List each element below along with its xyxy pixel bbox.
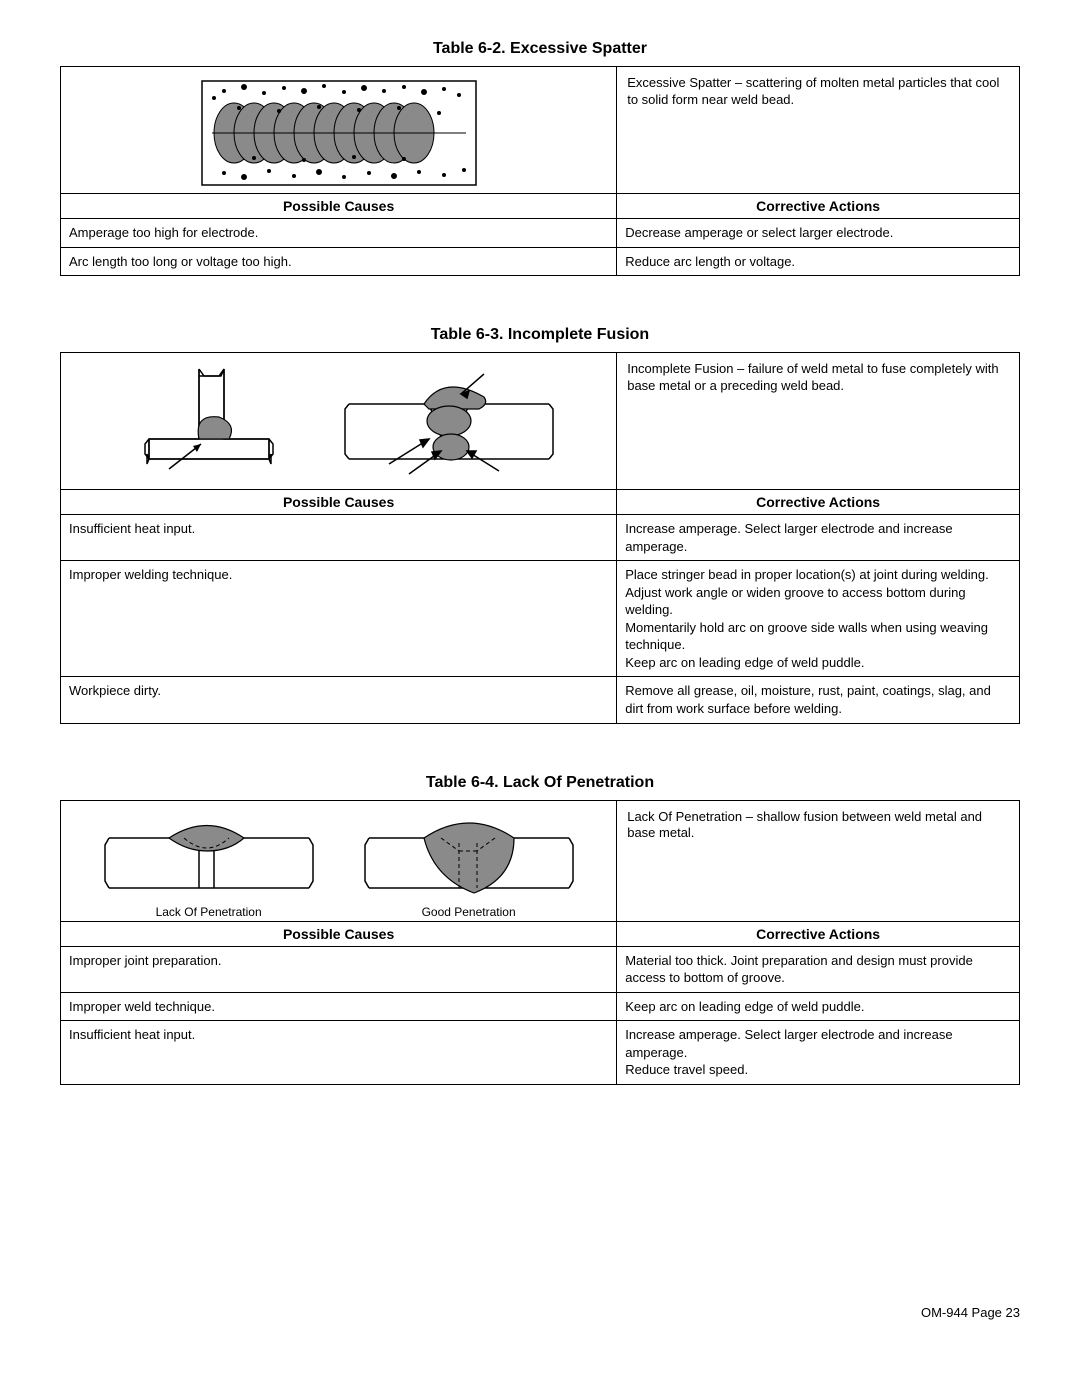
table-6-2: Excessive Spatter – scattering of molten… — [60, 66, 1020, 276]
table-row: Insufficient heat input. Increase ampera… — [61, 1021, 1020, 1085]
table-6-3: Incomplete Fusion – failure of weld meta… — [60, 352, 1020, 723]
col-actions-header: Corrective Actions — [617, 194, 1020, 219]
table-row: Arc length too long or voltage too high.… — [61, 247, 1020, 276]
cause-cell: Workpiece dirty. — [61, 677, 617, 723]
section-lack-penetration: Table 6-4. Lack Of Penetration — [60, 774, 1020, 1085]
action-cell: Remove all grease, oil, moisture, rust, … — [617, 677, 1020, 723]
action-cell: Decrease amperage or select larger elect… — [617, 219, 1020, 248]
table-title: Table 6-4. Lack Of Penetration — [60, 774, 1020, 792]
table-row: Amperage too high for electrode. Decreas… — [61, 219, 1020, 248]
lack-penetration-figure: Lack Of Penetration — [99, 813, 319, 919]
col-causes-header: Possible Causes — [61, 194, 617, 219]
cause-cell: Arc length too long or voltage too high. — [61, 247, 617, 276]
action-cell: Material too thick. Joint preparation an… — [617, 946, 1020, 992]
col-causes-header: Possible Causes — [61, 921, 617, 946]
caption-right: Good Penetration — [359, 905, 579, 919]
cause-cell: Improper joint preparation. — [61, 946, 617, 992]
section-incomplete-fusion: Table 6-3. Incomplete Fusion — [60, 326, 1020, 723]
action-cell: Place stringer bead in proper location(s… — [617, 561, 1020, 677]
col-causes-header: Possible Causes — [61, 490, 617, 515]
cause-cell: Insufficient heat input. — [61, 515, 617, 561]
diagram-cell — [61, 353, 617, 490]
action-cell: Keep arc on leading edge of weld puddle. — [617, 992, 1020, 1021]
diagram-cell: Lack Of Penetration — [61, 800, 617, 921]
fusion-diagram — [89, 359, 589, 489]
table-title: Table 6-3. Incomplete Fusion — [60, 326, 1020, 344]
table-title: Table 6-2. Excessive Spatter — [60, 40, 1020, 58]
spatter-diagram — [184, 73, 494, 193]
section-excessive-spatter: Table 6-2. Excessive Spatter — [60, 40, 1020, 276]
cause-cell: Insufficient heat input. — [61, 1021, 617, 1085]
caption-left: Lack Of Penetration — [99, 905, 319, 919]
description-cell: Incomplete Fusion – failure of weld meta… — [617, 353, 1020, 490]
action-cell: Increase amperage. Select larger electro… — [617, 515, 1020, 561]
action-cell: Reduce arc length or voltage. — [617, 247, 1020, 276]
col-actions-header: Corrective Actions — [617, 490, 1020, 515]
table-row: Improper weld technique. Keep arc on lea… — [61, 992, 1020, 1021]
table-6-4: Lack Of Penetration — [60, 800, 1020, 1085]
table-row: Improper joint preparation. Material too… — [61, 946, 1020, 992]
good-penetration-figure: Good Penetration — [359, 813, 579, 919]
col-actions-header: Corrective Actions — [617, 921, 1020, 946]
cause-cell: Amperage too high for electrode. — [61, 219, 617, 248]
page-number: OM-944 Page 23 — [60, 1305, 1020, 1320]
table-row: Insufficient heat input. Increase ampera… — [61, 515, 1020, 561]
description-cell: Lack Of Penetration – shallow fusion bet… — [617, 800, 1020, 921]
table-row: Improper welding technique. Place string… — [61, 561, 1020, 677]
cause-cell: Improper welding technique. — [61, 561, 617, 677]
description-cell: Excessive Spatter – scattering of molten… — [617, 67, 1020, 194]
cause-cell: Improper weld technique. — [61, 992, 617, 1021]
action-cell: Increase amperage. Select larger electro… — [617, 1021, 1020, 1085]
diagram-cell — [61, 67, 617, 194]
table-row: Workpiece dirty. Remove all grease, oil,… — [61, 677, 1020, 723]
